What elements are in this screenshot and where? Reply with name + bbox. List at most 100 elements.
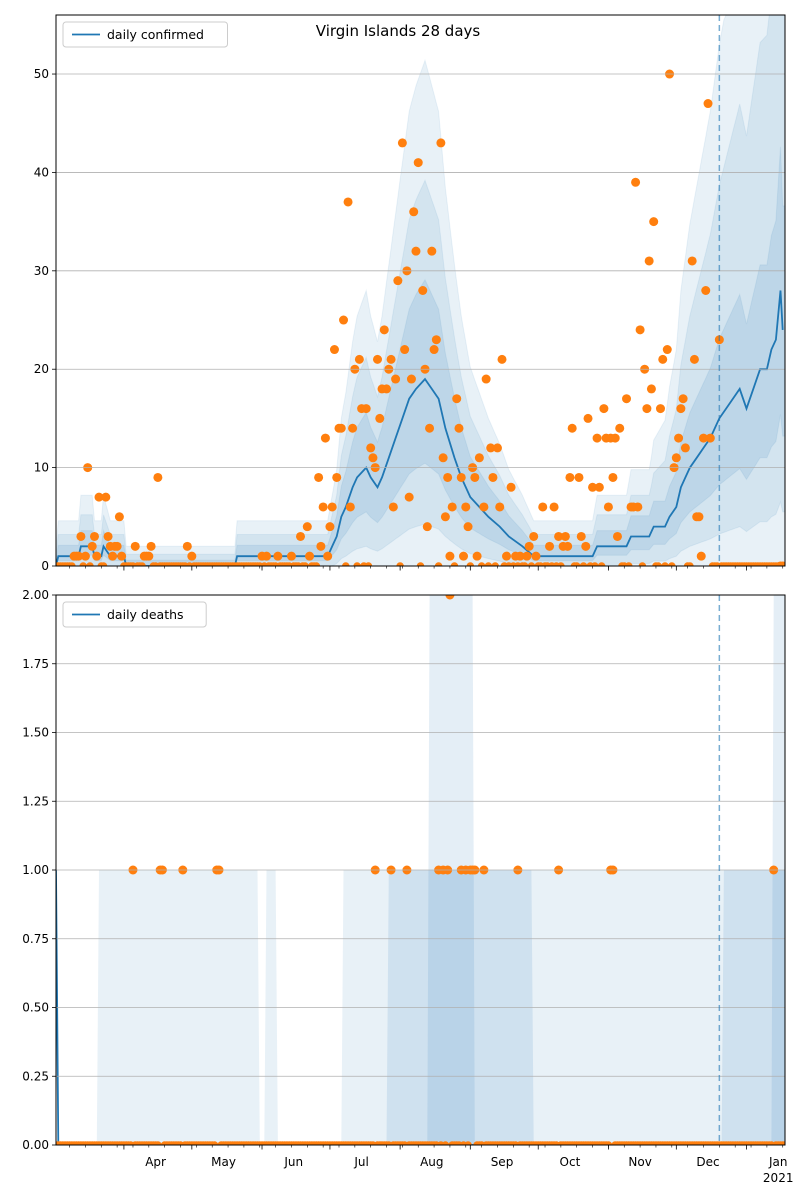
y-tick-label-0: 0.00 (22, 1138, 49, 1152)
data-point (366, 443, 376, 453)
data-point (438, 453, 448, 463)
data-point (305, 551, 315, 561)
y-tick-label-7: 1.75 (22, 657, 49, 671)
data-point (560, 531, 570, 541)
data-point (470, 472, 480, 482)
data-point (144, 551, 154, 561)
y-tick-label-6: 1.50 (22, 726, 49, 740)
data-point (452, 394, 462, 404)
data-point (382, 384, 392, 394)
data-point (778, 561, 785, 566)
zero-point (572, 562, 581, 566)
series-line-1 (56, 869, 785, 1145)
data-point (622, 394, 632, 404)
y-tick-label-4: 1.00 (22, 863, 49, 877)
zero-point (353, 562, 361, 566)
confirmed-panel: 0 10 20 30 40 50 daily confirmed Virgin Islands… (34, 14, 786, 573)
data-point (522, 551, 532, 561)
data-point (445, 551, 455, 561)
y-tick-label-1: 10 (34, 461, 49, 475)
data-point (108, 551, 118, 561)
data-point (488, 472, 498, 482)
data-point (642, 404, 652, 414)
data-point (694, 512, 704, 522)
y-tick-label-3: 0.75 (22, 932, 49, 946)
x-tick-label-8: Dec (696, 1155, 719, 1169)
zero-point (441, 1141, 450, 1145)
data-point (696, 551, 706, 561)
data-point (332, 472, 342, 482)
uncertainty-band-3 (56, 146, 785, 566)
data-point (89, 531, 99, 541)
data-point (418, 286, 428, 295)
series-line-0 (56, 290, 784, 566)
data-point (101, 492, 111, 502)
data-point (524, 541, 534, 551)
data-point (400, 345, 410, 355)
zero-point (591, 562, 599, 566)
y-tick-label-4: 40 (34, 165, 49, 179)
zero-point (396, 562, 404, 566)
data-point (701, 286, 711, 295)
data-point (574, 472, 584, 482)
data-point (502, 551, 512, 561)
data-point (146, 541, 156, 551)
data-point (662, 345, 672, 355)
y-tick-label-0: 0 (41, 559, 49, 573)
zero-point (99, 562, 108, 566)
data-point (348, 423, 358, 433)
zero-point (138, 562, 146, 566)
data-point (187, 551, 197, 561)
data-point (655, 404, 665, 414)
zero-point (86, 562, 94, 566)
data-point (492, 443, 502, 453)
y-tick-label-2: 0.50 (22, 1001, 49, 1015)
data-point (549, 502, 559, 512)
data-point (445, 595, 455, 600)
data-point (339, 315, 349, 325)
legend-label: daily confirmed (107, 27, 204, 42)
data-point (689, 354, 699, 364)
data-point (486, 443, 496, 453)
x-tick-label-9: Jan (768, 1155, 788, 1169)
data-point (74, 551, 84, 561)
data-point (302, 522, 312, 532)
data-point (368, 453, 378, 463)
data-point (327, 502, 337, 512)
plot-area (56, 15, 785, 566)
zero-point (434, 562, 443, 566)
data-point (612, 531, 622, 541)
zero-point (341, 562, 350, 566)
data-point (354, 354, 364, 364)
data-point (631, 177, 641, 187)
data-point (515, 551, 525, 561)
data-point (411, 246, 421, 256)
data-point (80, 551, 90, 561)
data-point (429, 345, 439, 355)
zero-point (312, 562, 321, 566)
data-point (479, 502, 489, 512)
x-tick-label-1: May (211, 1155, 236, 1169)
data-point (372, 354, 382, 364)
data-point (472, 551, 482, 561)
zero-point (781, 1141, 785, 1145)
data-point (531, 551, 541, 561)
data-point (422, 522, 432, 532)
data-point (379, 325, 389, 335)
data-point (454, 423, 464, 433)
data-point (112, 541, 122, 551)
data-point (554, 531, 564, 541)
data-point (320, 433, 330, 443)
data-point (386, 354, 396, 364)
data-point (481, 374, 491, 384)
data-point (130, 541, 140, 551)
data-point (463, 522, 473, 532)
x-tick-label-7: Nov (628, 1155, 651, 1169)
data-point (361, 404, 371, 414)
axes-frame (55, 14, 786, 567)
data-point (506, 482, 516, 492)
data-point (182, 541, 192, 551)
data-point (273, 551, 283, 561)
data-point (76, 531, 86, 541)
